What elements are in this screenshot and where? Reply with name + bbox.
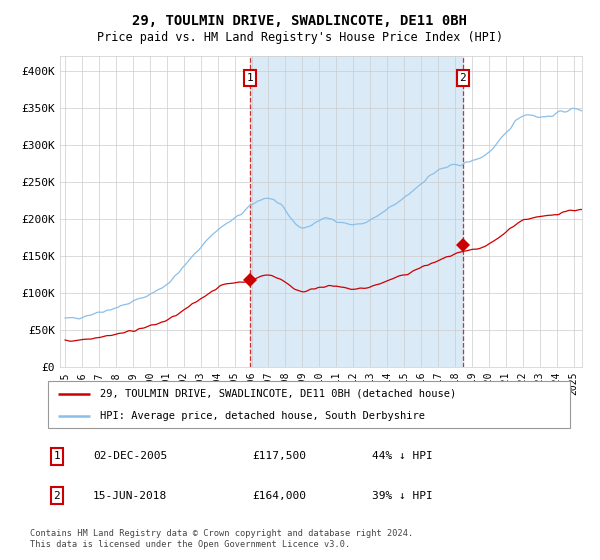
Text: HPI: Average price, detached house, South Derbyshire: HPI: Average price, detached house, Sout…: [100, 410, 425, 421]
Text: 44% ↓ HPI: 44% ↓ HPI: [372, 451, 433, 461]
Text: 2: 2: [460, 73, 466, 83]
Text: 1: 1: [247, 73, 254, 83]
Bar: [250, 56, 463, 367]
Text: Contains HM Land Registry data © Crown copyright and database right 2024.
This d: Contains HM Land Registry data © Crown c…: [30, 529, 413, 549]
Text: 2: 2: [53, 491, 61, 501]
FancyBboxPatch shape: [48, 381, 570, 428]
Text: 39% ↓ HPI: 39% ↓ HPI: [372, 491, 433, 501]
Text: 02-DEC-2005: 02-DEC-2005: [93, 451, 167, 461]
Text: £164,000: £164,000: [252, 491, 306, 501]
Text: Price paid vs. HM Land Registry's House Price Index (HPI): Price paid vs. HM Land Registry's House …: [97, 31, 503, 44]
Text: 29, TOULMIN DRIVE, SWADLINCOTE, DE11 0BH (detached house): 29, TOULMIN DRIVE, SWADLINCOTE, DE11 0BH…: [100, 389, 457, 399]
Text: 1: 1: [53, 451, 61, 461]
Text: 29, TOULMIN DRIVE, SWADLINCOTE, DE11 0BH: 29, TOULMIN DRIVE, SWADLINCOTE, DE11 0BH: [133, 14, 467, 28]
Text: 15-JUN-2018: 15-JUN-2018: [93, 491, 167, 501]
Text: £117,500: £117,500: [252, 451, 306, 461]
